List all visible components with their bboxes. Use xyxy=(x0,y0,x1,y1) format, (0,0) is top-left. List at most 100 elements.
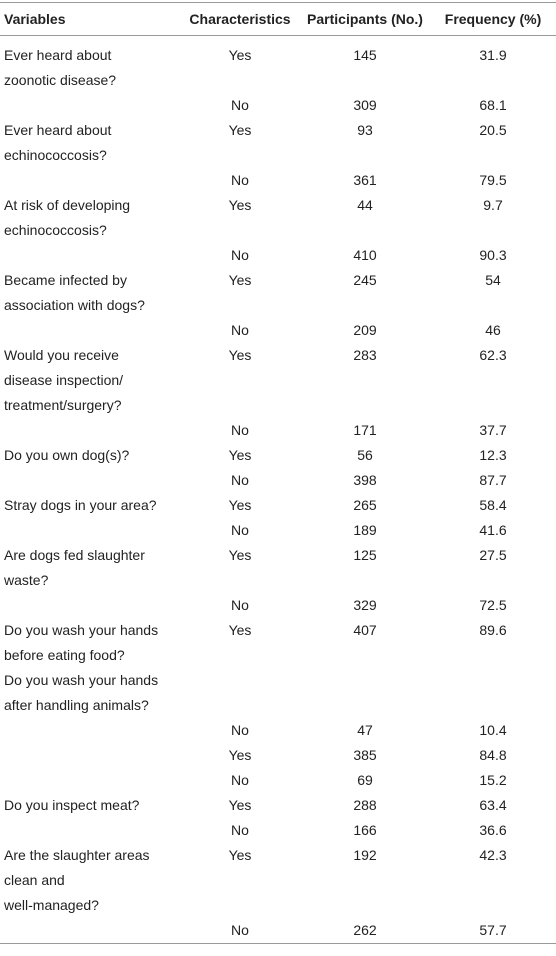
table-row: No 209 46 xyxy=(0,318,556,343)
variable-line: treatment/surgery? xyxy=(4,397,122,413)
variable-line: well-managed? xyxy=(4,897,99,913)
table-body: Ever heard about zoonotic disease? Yes 145 3… xyxy=(0,36,556,944)
frequency-cell: 79.5 xyxy=(479,172,507,188)
variable-line: Are dogs fed slaughter xyxy=(4,547,145,563)
variable-line: waste? xyxy=(4,572,49,588)
frequency-cell: 15.2 xyxy=(479,772,507,788)
table-row: Ever heard about echinococcosis? Yes 93 20.5 xyxy=(0,118,556,168)
table-row: No 262 57.7 xyxy=(0,918,556,944)
characteristic-cell: No xyxy=(231,922,249,938)
characteristic-cell: No xyxy=(231,322,249,338)
variable-line: Became infected by xyxy=(4,272,127,288)
variable-line: Do you inspect meat? xyxy=(4,797,140,813)
characteristic-cell: Yes xyxy=(228,122,252,138)
variable-cell xyxy=(0,718,180,743)
participants-cell: 361 xyxy=(353,172,377,188)
frequency-cell: 27.5 xyxy=(479,547,507,563)
variable-line: association with dogs? xyxy=(4,297,145,313)
participants-cell: 398 xyxy=(353,472,377,488)
variable-cell: Do you wash your hands before eating food… xyxy=(0,618,180,718)
participants-cell: 44 xyxy=(357,197,373,213)
frequency-cell: 10.4 xyxy=(479,722,507,738)
variable-cell xyxy=(0,518,180,543)
variable-cell: Stray dogs in your area? xyxy=(0,493,180,518)
characteristic-cell: No xyxy=(231,472,249,488)
frequency-cell: 62.3 xyxy=(479,347,507,363)
characteristic-cell: No xyxy=(231,422,249,438)
characteristic-cell: Yes xyxy=(228,847,252,863)
table-row: No 47 10.4 xyxy=(0,718,556,743)
participants-cell: 192 xyxy=(353,847,377,863)
variable-cell: Ever heard about echinococcosis? xyxy=(0,118,180,168)
header-cell: Variables xyxy=(4,11,66,27)
variable-cell xyxy=(0,468,180,493)
variable-cell: Do you own dog(s)? xyxy=(0,443,180,468)
frequency-cell: 31.9 xyxy=(479,47,507,63)
variable-line: At risk of developing xyxy=(4,197,131,213)
participants-cell: 56 xyxy=(357,447,373,463)
characteristic-cell: No xyxy=(231,722,249,738)
frequency-cell: 57.7 xyxy=(479,922,507,938)
frequency-cell: 20.5 xyxy=(479,122,507,138)
frequency-cell: 90.3 xyxy=(479,247,507,263)
participants-cell: 166 xyxy=(353,822,377,838)
characteristic-cell: Yes xyxy=(228,497,252,513)
variable-line: before eating food? xyxy=(4,647,125,663)
participants-cell: 209 xyxy=(353,322,377,338)
variable-cell xyxy=(0,168,180,193)
participants-cell: 309 xyxy=(353,97,377,113)
variable-line: Do you wash your hands xyxy=(4,672,159,688)
frequency-cell: 54 xyxy=(485,272,501,288)
variable-line: Would you receive xyxy=(4,347,119,363)
table-row: Became infected by association with dogs?… xyxy=(0,268,556,318)
table-row: Do you inspect meat? Yes 288 63.4 xyxy=(0,793,556,818)
variable-cell xyxy=(0,243,180,268)
variable-line: zoonotic disease? xyxy=(4,72,117,88)
variable-cell: Became infected by association with dogs? xyxy=(0,268,180,318)
variable-cell: At risk of developing echinococcosis? xyxy=(0,193,180,243)
variable-line: Do you wash your hands xyxy=(4,622,159,638)
frequency-cell: 46 xyxy=(485,322,501,338)
variable-cell: Are dogs fed slaughter waste? xyxy=(0,543,180,593)
variable-cell xyxy=(0,768,180,793)
frequency-cell: 37.7 xyxy=(479,422,507,438)
participants-cell: 93 xyxy=(357,122,373,138)
variable-cell xyxy=(0,593,180,618)
participants-cell: 245 xyxy=(353,272,377,288)
characteristic-cell: Yes xyxy=(228,347,252,363)
characteristic-cell: Yes xyxy=(228,797,252,813)
variable-cell: Do you inspect meat? xyxy=(0,793,180,818)
participants-cell: 329 xyxy=(353,597,377,613)
characteristic-cell: Yes xyxy=(228,197,252,213)
variable-line: Ever heard about xyxy=(4,47,112,63)
characteristic-cell: No xyxy=(231,522,249,538)
participants-cell: 125 xyxy=(353,547,377,563)
characteristic-cell: Yes xyxy=(228,47,252,63)
variable-cell xyxy=(0,418,180,443)
variable-cell xyxy=(0,918,180,944)
frequency-cell: 89.6 xyxy=(479,622,507,638)
participants-cell: 145 xyxy=(353,47,377,63)
participants-cell: 171 xyxy=(353,422,377,438)
table-row: No 189 41.6 xyxy=(0,518,556,543)
frequency-cell: 84.8 xyxy=(479,747,507,763)
frequency-cell: 36.6 xyxy=(479,822,507,838)
variable-cell: Are the slaughter areas clean and well-man… xyxy=(0,843,180,918)
frequency-cell: 72.5 xyxy=(479,597,507,613)
characteristic-cell: No xyxy=(231,597,249,613)
variable-line: Ever heard about xyxy=(4,122,112,138)
variable-line: echinococcosis? xyxy=(4,147,107,163)
variable-line: echinococcosis? xyxy=(4,222,107,238)
variable-cell xyxy=(0,93,180,118)
participants-cell: 385 xyxy=(353,747,377,763)
header-cell: Participants (No.) xyxy=(307,11,423,27)
characteristic-cell: Yes xyxy=(228,272,252,288)
frequency-cell: 63.4 xyxy=(479,797,507,813)
table-row: No 361 79.5 xyxy=(0,168,556,193)
frequency-cell: 12.3 xyxy=(479,447,507,463)
characteristic-cell: Yes xyxy=(228,747,252,763)
table-row: No 398 87.7 xyxy=(0,468,556,493)
table-row: No 309 68.1 xyxy=(0,93,556,118)
frequency-cell: 42.3 xyxy=(479,847,507,863)
